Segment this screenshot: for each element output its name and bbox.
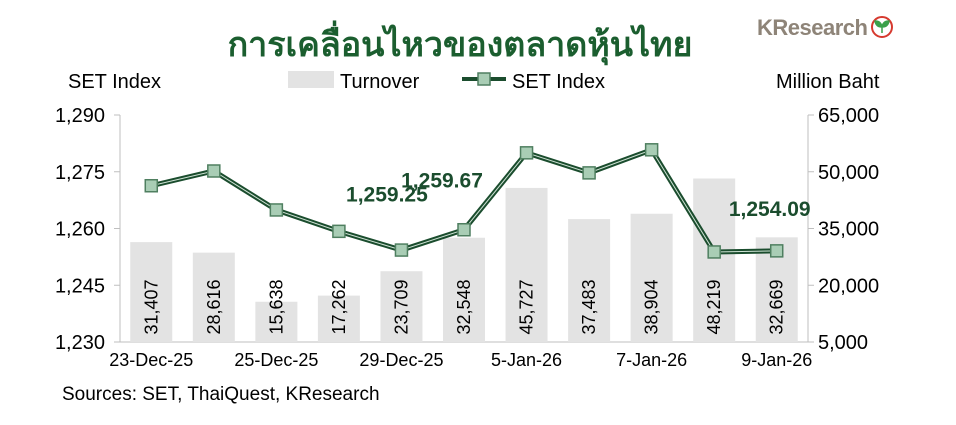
legend-label-set-index: SET Index	[512, 71, 605, 93]
left-tick-label: 1,260	[55, 219, 105, 241]
left-tick-label: 1,275	[55, 162, 105, 184]
turnover-bar-label: 23,709	[391, 279, 411, 334]
set-index-marker	[582, 166, 596, 180]
x-tick-label: 5-Jan-26	[491, 350, 562, 370]
set-index-marker	[519, 146, 534, 160]
legend-swatch-turnover	[288, 71, 334, 88]
turnover-bar	[630, 213, 673, 342]
turnover-bar-label: 38,904	[642, 279, 662, 334]
right-axis-title: Million Baht	[776, 71, 880, 93]
right-tick-label: 50,000	[818, 162, 879, 184]
data-label: 1,254.09	[729, 198, 811, 221]
left-axis-title: SET Index	[68, 71, 161, 93]
x-tick-label: 7-Jan-26	[616, 350, 687, 370]
turnover-bar	[443, 237, 485, 342]
turnover-bar	[380, 271, 423, 342]
kbank-leaf-logo-icon	[871, 16, 893, 38]
right-tick-label: 35,000	[818, 219, 879, 241]
set-index-marker	[394, 243, 409, 257]
set-index-marker	[644, 143, 659, 157]
left-tick-label: 1,230	[55, 332, 105, 354]
turnover-bar-label: 45,727	[517, 279, 537, 334]
set-index-marker	[207, 164, 221, 178]
right-tick-label: 5,000	[818, 332, 868, 354]
set-index-marker	[707, 245, 721, 259]
data-label: 1,259.25	[346, 183, 428, 206]
x-tick-label: 25-Dec-25	[234, 350, 318, 370]
turnover-bar-label: 31,407	[141, 279, 161, 334]
data-label: 1,259.67	[401, 170, 483, 193]
left-tick-label: 1,245	[55, 275, 105, 297]
kresearch-logo: KResearch	[757, 15, 893, 40]
set-index-marker	[769, 244, 784, 258]
legend: Turnover SET Index	[288, 71, 605, 93]
turnover-bar	[255, 301, 298, 342]
turnover-bar-label: 15,638	[266, 279, 286, 334]
source-note: Sources: SET, ThaiQuest, KResearch	[62, 384, 380, 405]
turnover-bar-label: 37,483	[579, 279, 599, 334]
set-index-marker	[269, 203, 284, 217]
legend-label-turnover: Turnover	[340, 71, 420, 93]
set-index-marker	[457, 222, 471, 237]
turnover-bar-label: 28,616	[204, 279, 224, 334]
chart-title: การเคลื่อนไหวของตลาดหุ้นไทย	[228, 20, 693, 66]
logo-text: KResearch	[757, 15, 868, 40]
turnover-bar	[693, 178, 736, 342]
right-tick-label: 65,000	[818, 105, 879, 127]
turnover-bar-label: 32,669	[767, 279, 787, 334]
turnover-bar	[130, 242, 173, 342]
turnover-bar	[317, 295, 360, 342]
x-tick-label: 23-Dec-25	[109, 350, 193, 370]
x-tick-label: 9-Jan-26	[741, 350, 812, 370]
turnover-bar-label: 17,262	[329, 279, 349, 334]
turnover-bar	[192, 252, 235, 342]
turnover-bar	[568, 219, 611, 342]
set-index-line-highlight	[151, 149, 777, 253]
turnover-bar-label: 48,219	[704, 279, 724, 334]
turnover-bar	[505, 187, 548, 342]
set-index-marker	[332, 224, 346, 239]
right-tick-label: 20,000	[818, 275, 879, 297]
x-tick-label: 29-Dec-25	[359, 350, 443, 370]
turnover-bar-label: 32,548	[454, 279, 474, 334]
left-tick-label: 1,290	[55, 105, 105, 127]
set-index-marker	[144, 178, 159, 193]
legend-swatch-set-marker	[477, 72, 491, 86]
